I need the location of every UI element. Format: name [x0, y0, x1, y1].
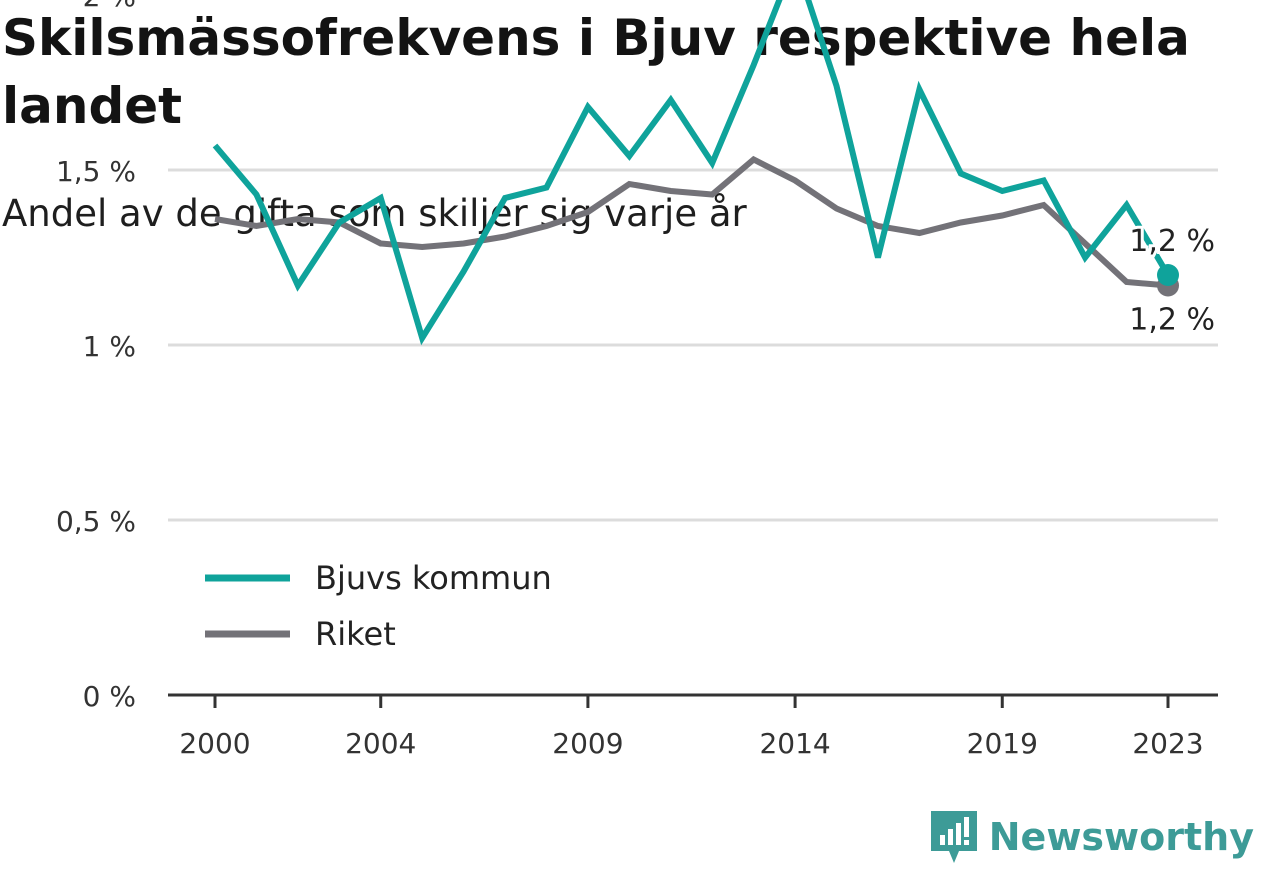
x-tick-label: 2023 — [1132, 727, 1203, 760]
chart-title: Skilsmässofrekvens i Bjuv respektive hel… — [2, 9, 1190, 135]
series-end-label: 1,2 % — [1129, 224, 1215, 259]
series-lines — [212, 0, 1171, 346]
brand: Newsworthy — [929, 809, 1254, 865]
x-tick-label: 2004 — [345, 727, 416, 760]
x-axis-ticks: 2000 2004 2009 2014 2019 2023 — [179, 695, 1204, 760]
y-tick-label: 2 % — [83, 0, 136, 13]
x-tick-label: 2019 — [967, 727, 1038, 760]
y-axis-ticks: 0 % 0,5 % 1 % 1,5 % 2 % — [56, 0, 136, 713]
y-tick-label: 1 % — [83, 330, 136, 363]
x-tick-label: 2000 — [179, 727, 250, 760]
y-tick-label: 1,5 % — [56, 155, 136, 188]
brand-name: Newsworthy — [988, 815, 1254, 859]
legend-label: Riket — [315, 615, 396, 653]
series-end-label: 1,2 % — [1129, 303, 1215, 338]
x-tick-label: 2009 — [552, 727, 623, 760]
series-line — [214, 155, 1169, 289]
series-end-marker — [1157, 264, 1179, 286]
series-line — [212, 0, 1171, 346]
x-tick-label: 2014 — [759, 727, 830, 760]
legend-label: Bjuvs kommun — [315, 559, 552, 597]
end-markers — [1157, 264, 1179, 297]
legend: Bjuvs kommun Riket — [192, 548, 594, 660]
newsworthy-logo-icon — [930, 811, 977, 863]
y-tick-label: 0 % — [83, 680, 136, 713]
y-tick-label: 0,5 % — [56, 505, 136, 538]
end-labels: 1,2 % 1,2 % — [1126, 221, 1218, 341]
grid-lines — [168, 168, 1218, 522]
